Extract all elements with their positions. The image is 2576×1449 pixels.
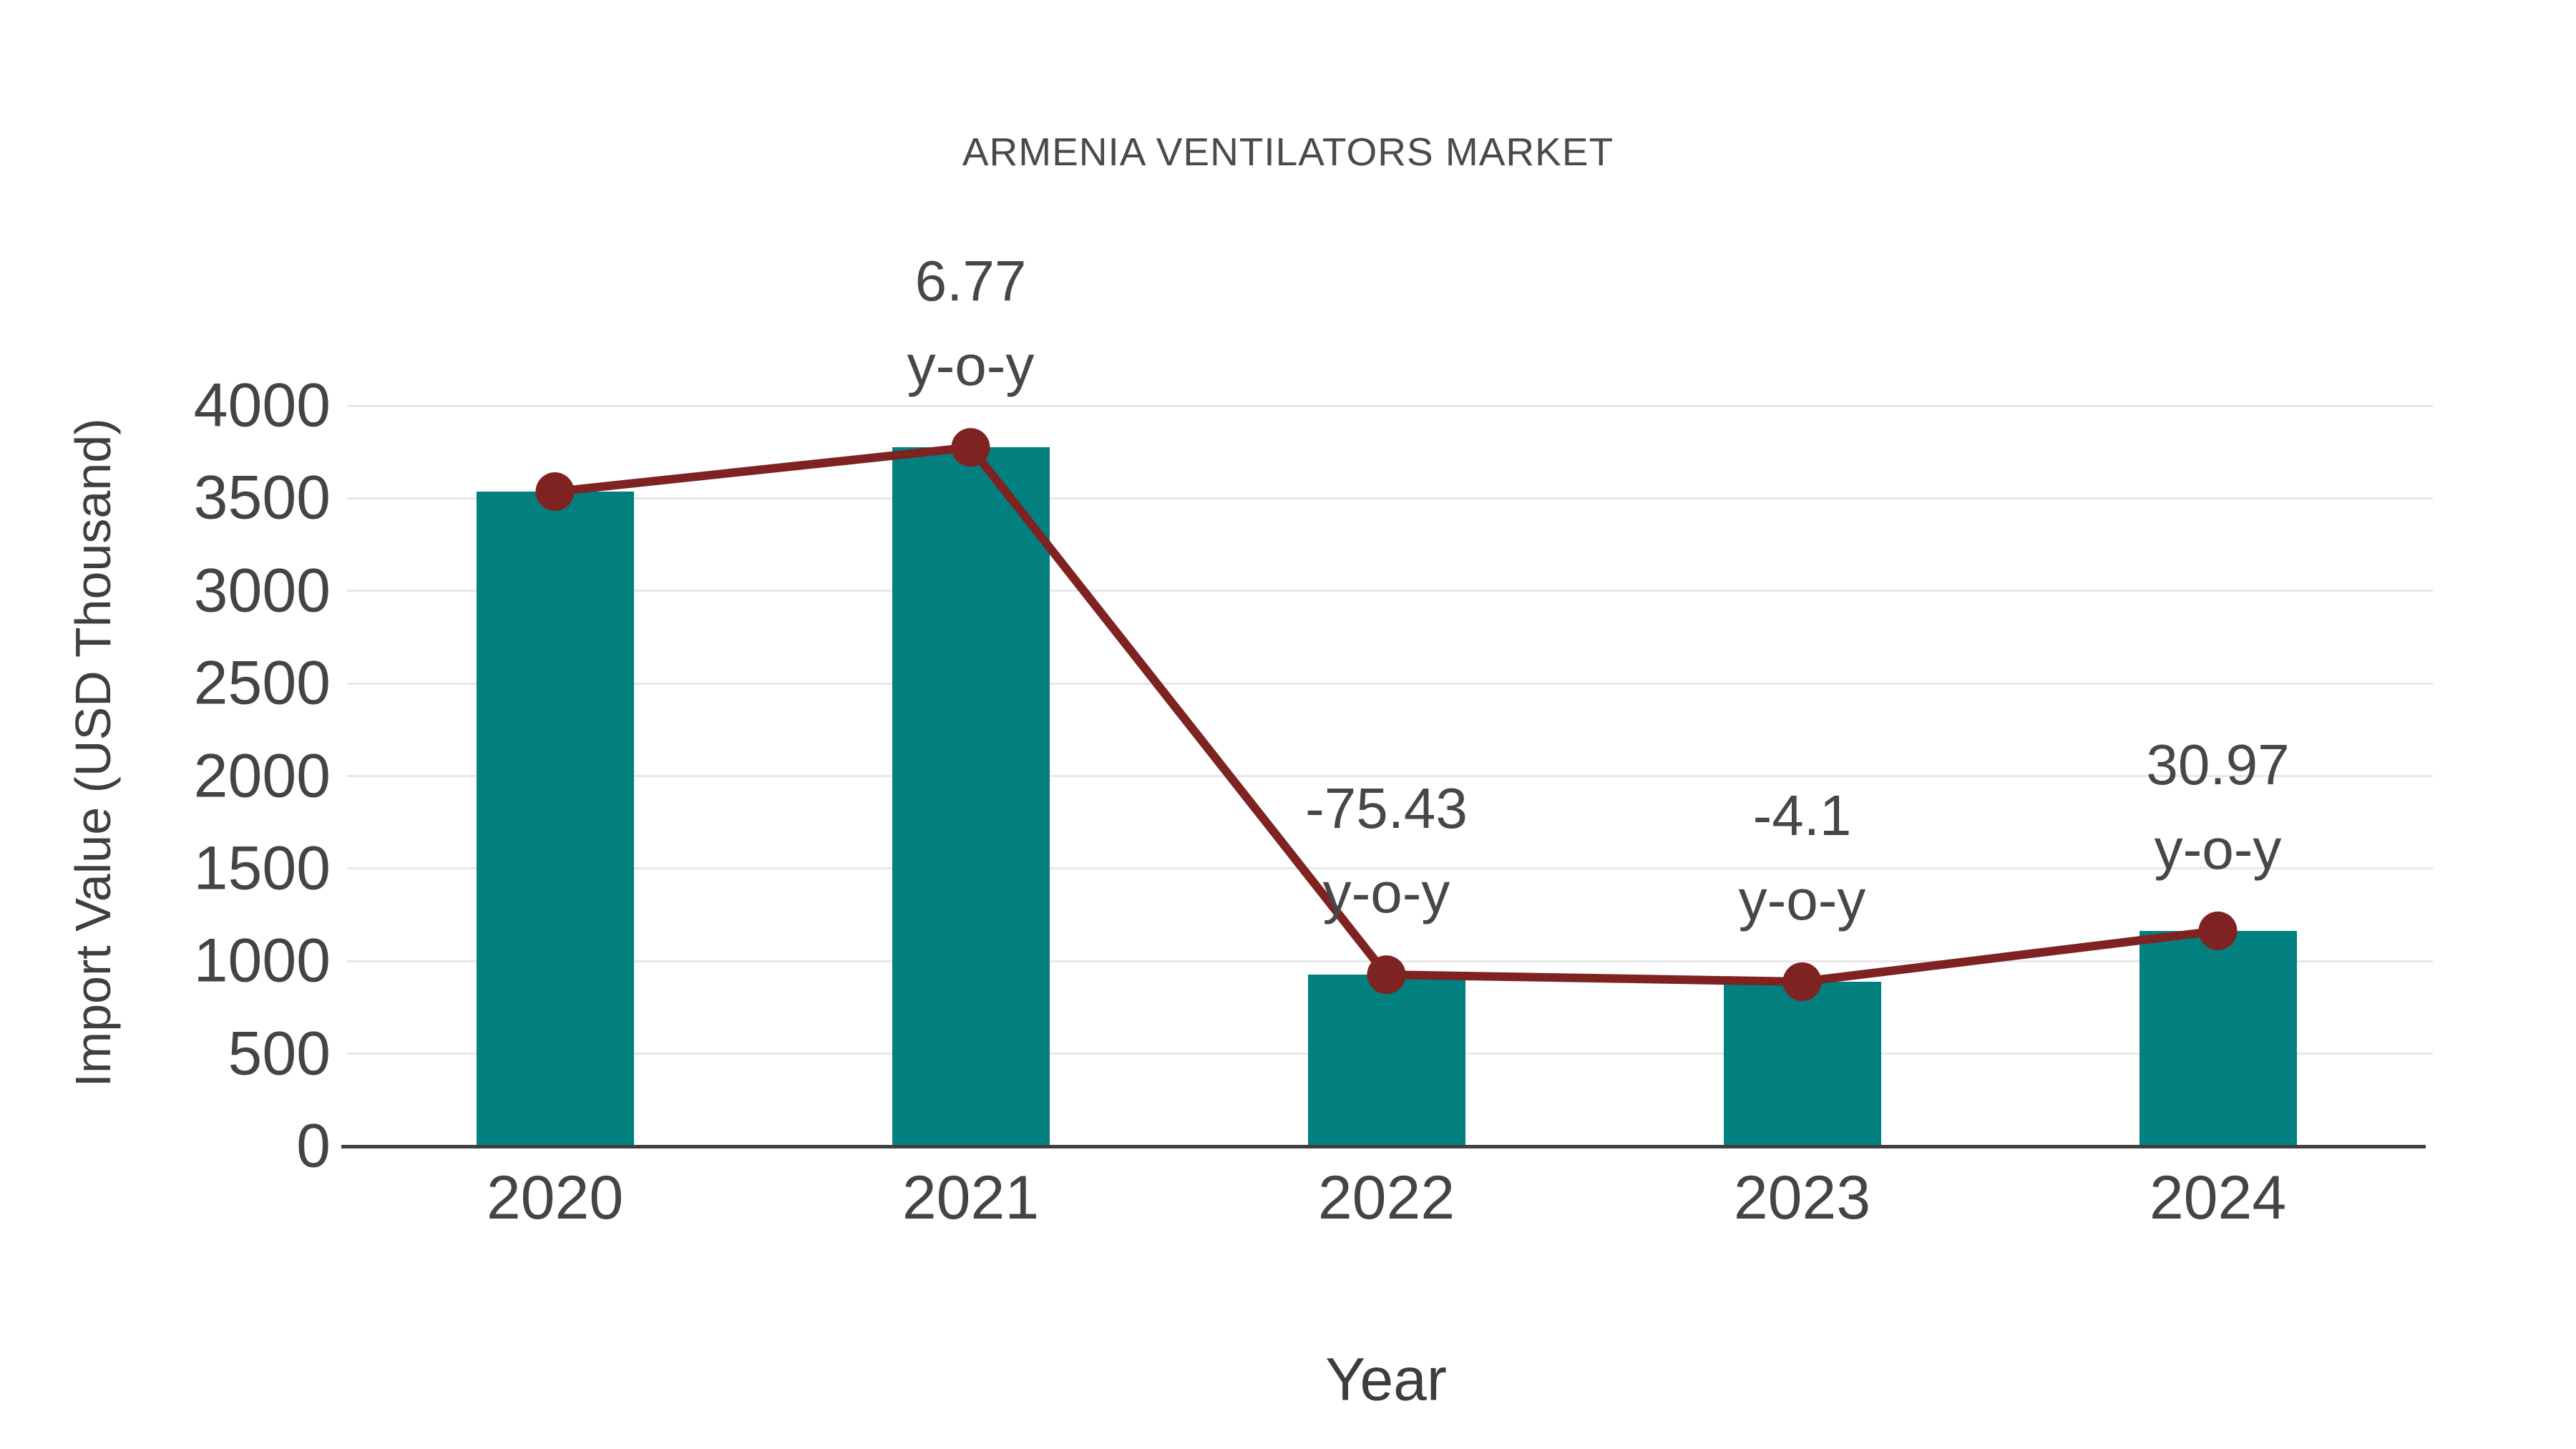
y-tick-label-0: 0 (296, 1111, 331, 1181)
data-point-marker-2023 (1782, 962, 1822, 1001)
gridline-4000 (347, 404, 2433, 407)
x-tick-label-2021: 2021 (902, 1163, 1040, 1232)
gridline-2000 (347, 775, 2433, 777)
y-tick-label-2500: 2500 (193, 648, 331, 718)
yoy-suffix-2024: y-o-y (2154, 816, 2282, 881)
gridline-1500 (347, 867, 2433, 870)
data-point-marker-2020 (535, 472, 575, 512)
x-tick-label-2024: 2024 (2149, 1163, 2287, 1232)
y-tick-label-3000: 3000 (193, 556, 331, 625)
data-point-marker-2024 (2198, 911, 2238, 950)
yoy-value-2022: -75.43 (1305, 776, 1468, 841)
bar-2022 (1307, 975, 1465, 1146)
yoy-annotation-2023: -4.1 y-o-y (1739, 774, 1866, 942)
chart-title: ARMENIA VENTILATORS MARKET (962, 130, 1614, 174)
y-tick-label-3500: 3500 (193, 463, 331, 532)
yoy-value-2023: -4.1 (1752, 783, 1852, 847)
yoy-value-2024: 30.97 (2146, 732, 2290, 796)
yoy-suffix-2022: y-o-y (1322, 861, 1450, 925)
data-point-marker-2021 (951, 428, 990, 467)
y-tick-label-500: 500 (228, 1019, 331, 1088)
yoy-annotation-2024: 30.97 y-o-y (2146, 723, 2289, 892)
bar-2021 (892, 447, 1050, 1146)
gridline-2500 (347, 682, 2433, 685)
x-tick-label-2023: 2023 (1733, 1163, 1871, 1232)
bar-2020 (476, 492, 634, 1146)
x-tick-label-2022: 2022 (1317, 1163, 1455, 1232)
y-tick-label-4000: 4000 (193, 371, 331, 440)
x-tick-label-2020: 2020 (486, 1163, 624, 1232)
data-point-marker-2022 (1367, 955, 1406, 995)
gridline-3000 (347, 590, 2433, 592)
yoy-suffix-2023: y-o-y (1738, 867, 1866, 932)
y-tick-label-2000: 2000 (193, 741, 331, 810)
bar-2023 (1723, 981, 1881, 1146)
yoy-value-2021: 6.77 (914, 249, 1027, 313)
y-tick-label-1500: 1500 (193, 834, 331, 903)
x-axis-title: Year (1325, 1345, 1447, 1413)
bar-2024 (2139, 930, 2297, 1146)
yoy-suffix-2021: y-o-y (907, 333, 1035, 398)
y-tick-label-1000: 1000 (193, 926, 331, 995)
gridline-3500 (347, 497, 2433, 499)
yoy-annotation-2022: -75.43 y-o-y (1305, 766, 1468, 935)
x-axis-line (341, 1144, 2426, 1148)
yoy-annotation-2021: 6.77 y-o-y (907, 239, 1035, 408)
